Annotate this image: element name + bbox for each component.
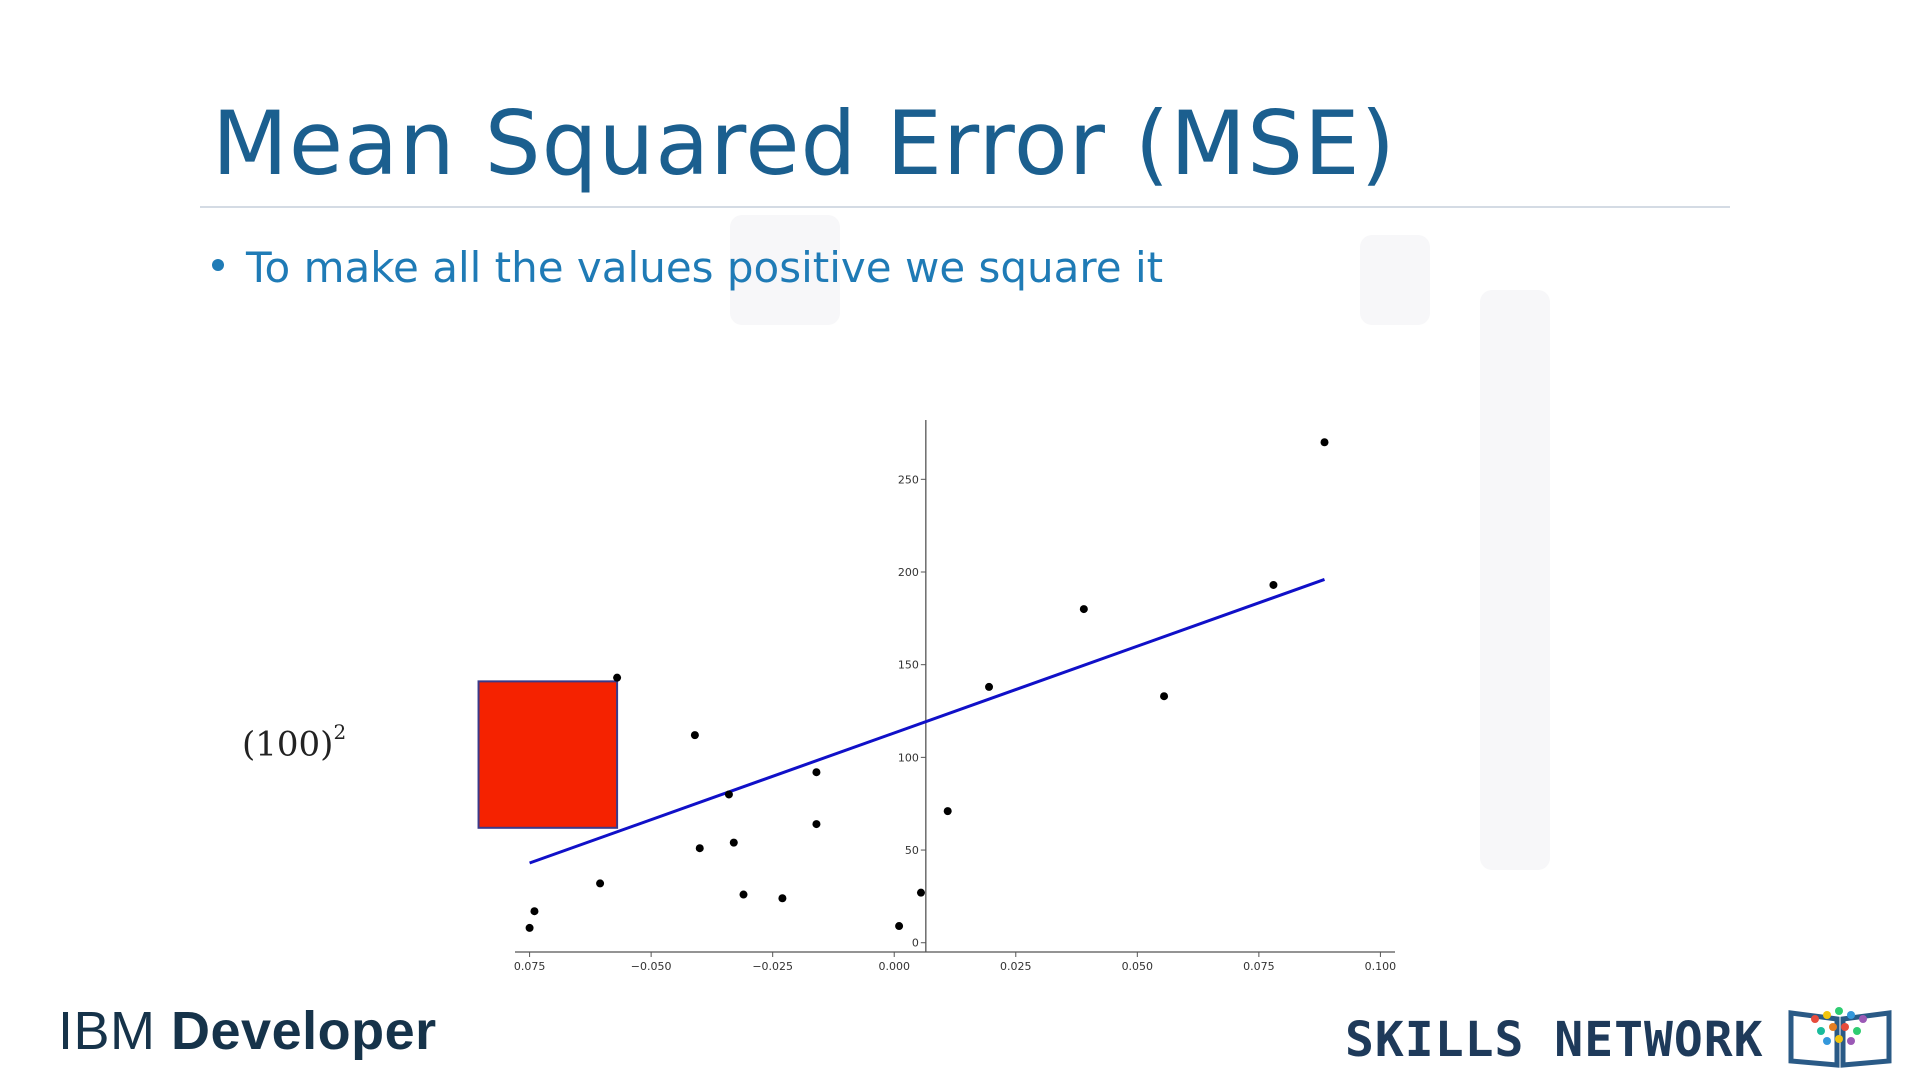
data-point xyxy=(985,682,994,691)
data-point xyxy=(729,838,738,847)
bullet-point: To make all the values positive we squar… xyxy=(212,243,1163,292)
data-point xyxy=(613,673,622,682)
x-tick-label: 0.025 xyxy=(1000,960,1032,973)
data-point xyxy=(1079,605,1088,614)
data-point xyxy=(943,807,952,816)
data-point xyxy=(1269,580,1278,589)
x-tick-label: −0.025 xyxy=(752,960,793,973)
y-tick-label: 200 xyxy=(898,566,919,579)
squared-error-box xyxy=(477,680,619,829)
bullet-dot-icon xyxy=(212,258,224,271)
ibm-developer-word: Developer xyxy=(171,1001,437,1061)
squared-error-formula: (100)2 xyxy=(242,720,346,765)
bullet-text: To make all the values positive we squar… xyxy=(246,243,1164,292)
skills-network-label: SKILLS NETWORK xyxy=(1345,1012,1764,1068)
x-tick-label: 0.075 xyxy=(514,960,546,973)
x-tick-label: 0.050 xyxy=(1122,960,1154,973)
data-point xyxy=(695,844,704,853)
y-tick-label: 0 xyxy=(912,937,919,950)
ibm-prefix: IBM xyxy=(58,1001,156,1061)
x-tick-label: −0.050 xyxy=(631,960,672,973)
data-point xyxy=(1160,692,1169,701)
data-point xyxy=(596,879,605,888)
x-tick-label: 0.075 xyxy=(1243,960,1275,973)
data-point xyxy=(895,922,904,931)
skills-network-book-icon xyxy=(1788,1007,1892,1068)
x-tick-label: 0.100 xyxy=(1365,960,1397,973)
data-point xyxy=(525,923,534,932)
slide-title: Mean Squared Error (MSE) xyxy=(212,92,1396,195)
data-point xyxy=(812,768,821,777)
data-point xyxy=(1320,438,1329,447)
y-tick-label: 100 xyxy=(898,751,919,764)
formula-base: (100) xyxy=(242,724,334,765)
title-divider xyxy=(200,206,1730,208)
background-decoration xyxy=(1480,290,1550,870)
y-tick-label: 50 xyxy=(905,844,919,857)
regression-line xyxy=(529,578,1326,865)
y-tick-label: 150 xyxy=(898,659,919,672)
formula-exponent: 2 xyxy=(333,720,347,744)
background-decoration xyxy=(1360,235,1430,325)
data-point xyxy=(778,894,787,903)
background-decoration xyxy=(730,215,840,325)
data-point xyxy=(724,790,733,799)
data-point xyxy=(690,731,699,740)
data-point xyxy=(812,820,821,829)
ibm-developer-logo: IBM Developer xyxy=(58,1000,437,1062)
data-point xyxy=(739,890,748,899)
y-tick-label: 250 xyxy=(898,473,919,486)
data-point xyxy=(530,907,539,916)
data-point xyxy=(916,888,925,897)
x-tick-label: 0.000 xyxy=(878,960,910,973)
